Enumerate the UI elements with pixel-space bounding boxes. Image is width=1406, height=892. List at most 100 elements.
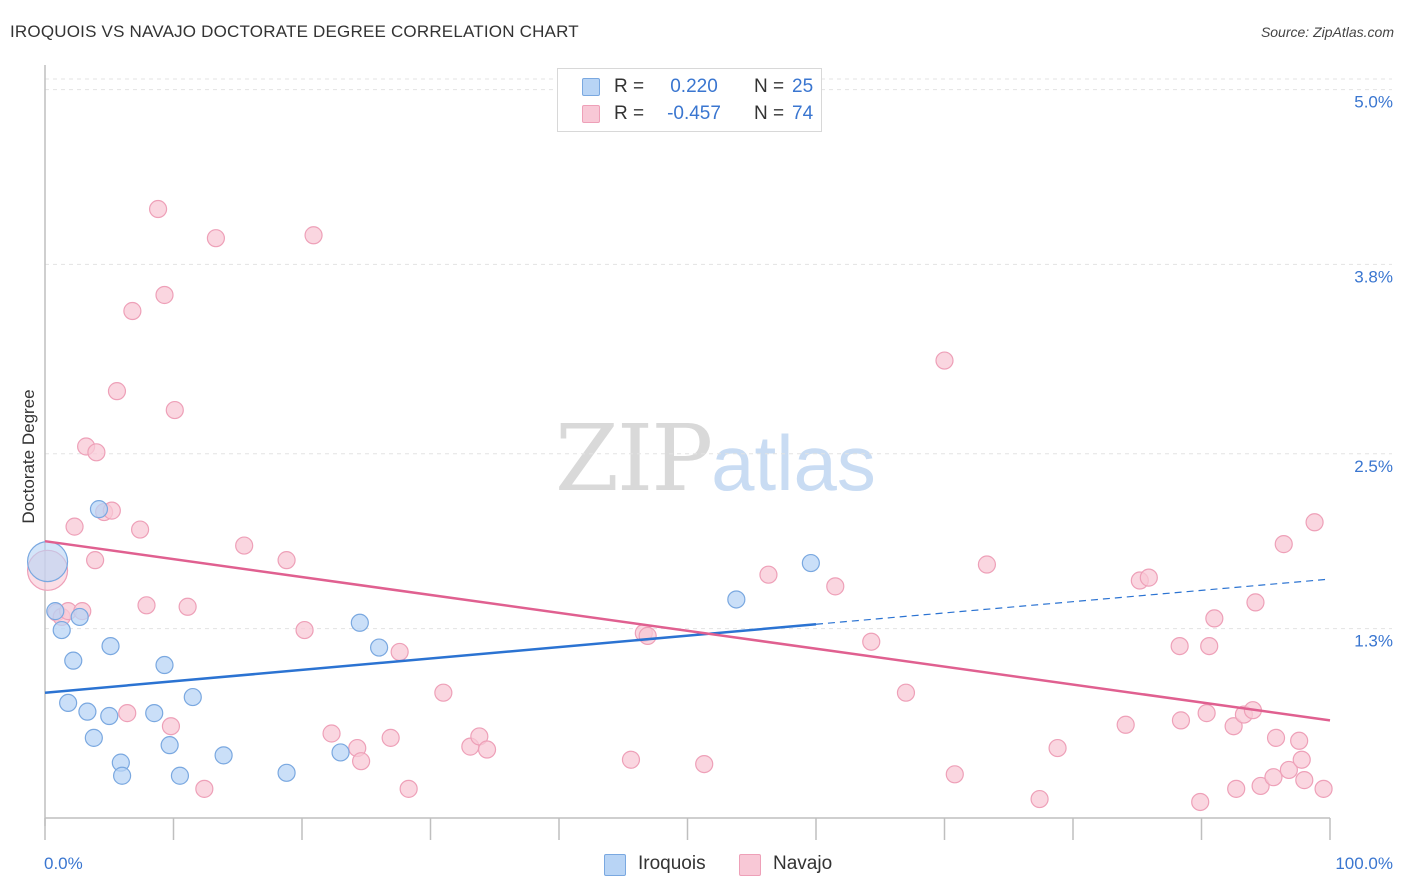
- navajo-point: [130, 520, 150, 539]
- iroquois-point: [145, 704, 164, 723]
- navajo-point: [295, 620, 314, 640]
- navajo-point: [1191, 792, 1210, 812]
- navajo-point: [759, 565, 778, 584]
- navajo-point: [434, 683, 453, 702]
- navajo-point: [390, 642, 409, 662]
- navajo-point: [896, 683, 916, 702]
- legend-r-label: R =: [614, 76, 645, 97]
- iroquois-point: [52, 620, 71, 640]
- legend-r-value: -0.457: [667, 103, 721, 124]
- navajo-point: [638, 626, 657, 645]
- legend-n-label: N =: [754, 103, 785, 124]
- navajo-point: [935, 351, 954, 370]
- navajo-point: [206, 229, 226, 248]
- navajo-point: [621, 750, 641, 769]
- navajo-point: [1266, 728, 1286, 747]
- iroquois-point: [59, 693, 78, 713]
- navajo-point: [137, 596, 156, 615]
- iroquois-point: [26, 540, 69, 583]
- navajo-point: [381, 728, 400, 747]
- iroquois-point: [370, 638, 389, 657]
- iroquois-point: [84, 728, 103, 747]
- series-legend: Iroquois Navajo: [0, 852, 1406, 878]
- navajo-point: [826, 577, 845, 596]
- navajo-point: [1197, 704, 1216, 723]
- iroquois-point: [89, 500, 109, 519]
- navajo-point: [1314, 779, 1333, 798]
- correlation-legend: R = 0.220 N = 25 R = -0.457 N = 74: [557, 68, 822, 132]
- navajo-point: [1227, 779, 1246, 798]
- source-label: Source: ZipAtlas.com: [1260, 24, 1394, 40]
- y-tick-label: 2.5%: [1354, 457, 1393, 476]
- navajo-point: [1200, 636, 1219, 656]
- navajo-point: [1305, 513, 1324, 532]
- iroquois-point: [100, 706, 119, 726]
- navajo-point: [123, 301, 142, 321]
- navajo-point: [399, 779, 418, 798]
- navajo-point: [1116, 715, 1135, 734]
- navajo-point: [1205, 609, 1224, 628]
- navajo-point: [1048, 738, 1067, 758]
- y-tick-label: 5.0%: [1354, 93, 1393, 112]
- navajo-point: [304, 226, 323, 245]
- iroquois-point: [70, 607, 89, 627]
- legend-n-label: N =: [754, 76, 785, 97]
- iroquois-point: [64, 651, 83, 670]
- navajo-point: [1295, 771, 1314, 790]
- navajo-point: [477, 740, 497, 759]
- navajo-point: [1170, 636, 1189, 656]
- navajo-point: [155, 285, 174, 305]
- iroquois-point: [160, 736, 179, 755]
- iroquois-point: [331, 743, 350, 762]
- iroquois-point: [350, 613, 369, 632]
- navajo-point: [322, 724, 341, 743]
- navajo-point: [65, 517, 84, 536]
- navajo-point: [1264, 768, 1283, 787]
- legend-label-iroquois: Iroquois: [638, 853, 706, 874]
- navajo-point: [945, 765, 964, 784]
- y-axis-label: Doctorate Degree: [19, 389, 38, 523]
- navajo-point: [1290, 731, 1309, 750]
- y-tick-label: 3.8%: [1354, 267, 1393, 286]
- chart-title: IROQUOIS VS NAVAJO DOCTORATE DEGREE CORR…: [10, 22, 579, 41]
- legend-n-value: 25: [792, 76, 814, 97]
- iroquois-point: [46, 602, 65, 621]
- legend-r-label: R =: [614, 103, 645, 124]
- navajo-point: [1274, 535, 1293, 554]
- iroquois-point: [170, 766, 190, 785]
- iroquois-point: [277, 763, 296, 782]
- navajo-point: [1251, 776, 1270, 796]
- iroquois-point: [78, 702, 97, 721]
- legend-swatch-iroquois: [604, 854, 626, 876]
- navajo-point: [1139, 568, 1158, 587]
- x-tick-label: 100.0%: [1335, 854, 1393, 873]
- navajo-point: [178, 597, 197, 616]
- navajo-point: [161, 717, 181, 736]
- navajo-point: [1279, 760, 1298, 780]
- navajo-point: [165, 400, 184, 420]
- navajo-point: [1292, 750, 1311, 769]
- navajo-point: [1246, 593, 1265, 612]
- legend-swatch-iroquois: [582, 78, 600, 96]
- y-tick-label: 1.3%: [1354, 632, 1393, 651]
- navajo-point: [277, 551, 296, 570]
- navajo-point: [235, 536, 254, 555]
- legend-swatch-navajo: [739, 854, 761, 876]
- iroquois-point: [155, 655, 174, 675]
- navajo-point: [1224, 717, 1243, 736]
- navajo-point: [118, 704, 137, 723]
- x-tick-label: 0.0%: [44, 854, 83, 873]
- iroquois-point: [101, 636, 120, 656]
- navajo-point: [695, 754, 714, 774]
- iroquois-point: [112, 766, 132, 785]
- navajo-trend-line: [44, 539, 1331, 722]
- navajo-point: [1171, 711, 1191, 730]
- navajo-point: [862, 632, 881, 651]
- navajo-point: [148, 199, 168, 219]
- legend-swatch-navajo: [582, 105, 600, 123]
- iroquois-point: [727, 590, 746, 609]
- navajo-point: [86, 551, 105, 570]
- legend-r-value: 0.220: [670, 76, 718, 97]
- iroquois-point: [214, 746, 233, 765]
